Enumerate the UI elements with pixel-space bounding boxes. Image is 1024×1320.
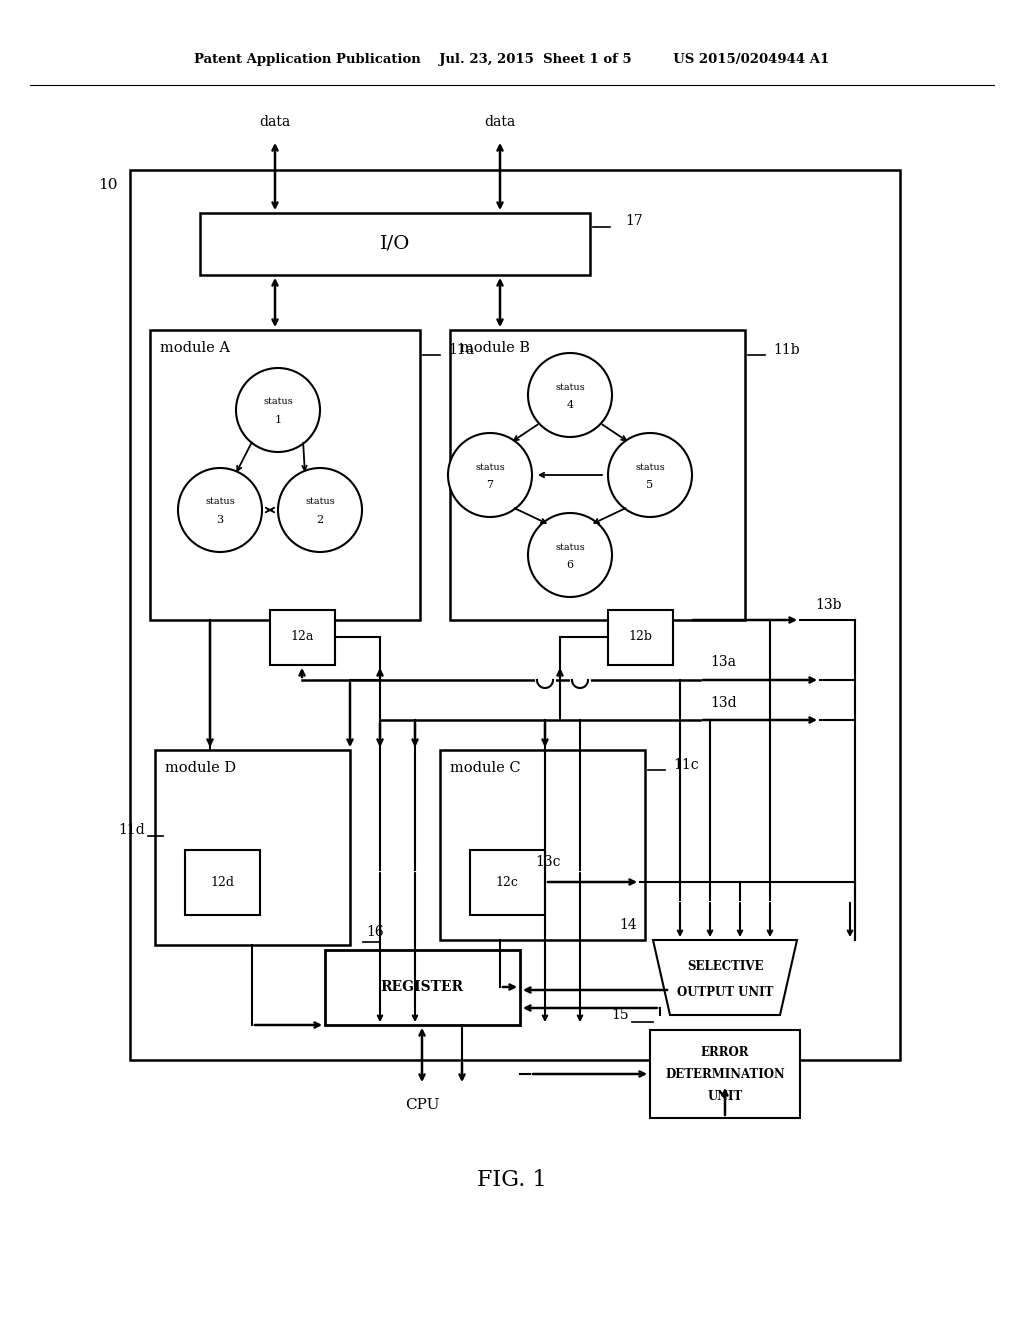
Text: data: data bbox=[484, 115, 516, 129]
Bar bbox=[270, 610, 335, 665]
Text: 1: 1 bbox=[274, 414, 282, 425]
Text: 11b: 11b bbox=[773, 343, 800, 356]
Text: module D: module D bbox=[165, 762, 237, 775]
Text: 4: 4 bbox=[566, 400, 573, 411]
Bar bbox=[185, 850, 260, 915]
Text: 17: 17 bbox=[625, 214, 643, 228]
Text: module B: module B bbox=[460, 341, 530, 355]
Text: OUTPUT UNIT: OUTPUT UNIT bbox=[677, 986, 773, 998]
Text: 12d: 12d bbox=[210, 875, 234, 888]
Text: 13a: 13a bbox=[710, 655, 736, 669]
Text: module C: module C bbox=[450, 762, 520, 775]
Polygon shape bbox=[653, 940, 797, 1015]
Text: UNIT: UNIT bbox=[708, 1089, 742, 1102]
Text: 11c: 11c bbox=[673, 758, 698, 772]
Text: 7: 7 bbox=[486, 480, 494, 490]
Text: 13b: 13b bbox=[815, 598, 842, 612]
Text: 12b: 12b bbox=[628, 631, 652, 644]
Text: 13d: 13d bbox=[710, 696, 736, 710]
Text: 13c: 13c bbox=[535, 855, 560, 869]
Text: 10: 10 bbox=[98, 178, 118, 191]
Text: 12a: 12a bbox=[291, 631, 313, 644]
Text: status: status bbox=[263, 397, 293, 407]
Text: 6: 6 bbox=[566, 560, 573, 570]
Text: status: status bbox=[305, 498, 335, 507]
Text: FIG. 1: FIG. 1 bbox=[477, 1170, 547, 1191]
Text: CPU: CPU bbox=[404, 1098, 439, 1111]
Text: status: status bbox=[555, 543, 585, 552]
Text: 12c: 12c bbox=[496, 875, 518, 888]
Text: status: status bbox=[555, 383, 585, 392]
Text: 11a: 11a bbox=[449, 343, 474, 356]
Bar bbox=[470, 850, 545, 915]
Text: 2: 2 bbox=[316, 515, 324, 525]
Text: status: status bbox=[475, 462, 505, 471]
Bar bbox=[650, 1030, 800, 1118]
Ellipse shape bbox=[178, 469, 262, 552]
Text: 5: 5 bbox=[646, 480, 653, 490]
Ellipse shape bbox=[528, 513, 612, 597]
Text: Patent Application Publication    Jul. 23, 2015  Sheet 1 of 5         US 2015/02: Patent Application Publication Jul. 23, … bbox=[195, 54, 829, 66]
Ellipse shape bbox=[449, 433, 532, 517]
Text: SELECTIVE: SELECTIVE bbox=[687, 961, 763, 974]
Bar bbox=[155, 750, 350, 945]
Bar bbox=[130, 170, 900, 1060]
Text: 15: 15 bbox=[611, 1008, 629, 1022]
Text: I/O: I/O bbox=[380, 235, 411, 253]
Ellipse shape bbox=[608, 433, 692, 517]
Text: module A: module A bbox=[160, 341, 230, 355]
Text: 11d: 11d bbox=[118, 822, 145, 837]
Bar bbox=[150, 330, 420, 620]
Bar bbox=[608, 610, 673, 665]
Ellipse shape bbox=[236, 368, 319, 451]
Bar bbox=[440, 750, 645, 940]
Text: DETERMINATION: DETERMINATION bbox=[666, 1068, 784, 1081]
Text: 16: 16 bbox=[367, 925, 384, 939]
Ellipse shape bbox=[528, 352, 612, 437]
Text: status: status bbox=[205, 498, 234, 507]
Text: REGISTER: REGISTER bbox=[381, 979, 464, 994]
Text: ERROR: ERROR bbox=[700, 1045, 750, 1059]
Bar bbox=[450, 330, 745, 620]
Text: data: data bbox=[259, 115, 291, 129]
Bar bbox=[325, 950, 520, 1026]
Text: 3: 3 bbox=[216, 515, 223, 525]
Text: 14: 14 bbox=[620, 917, 637, 932]
Bar bbox=[200, 213, 590, 275]
Ellipse shape bbox=[278, 469, 362, 552]
Text: status: status bbox=[635, 462, 665, 471]
